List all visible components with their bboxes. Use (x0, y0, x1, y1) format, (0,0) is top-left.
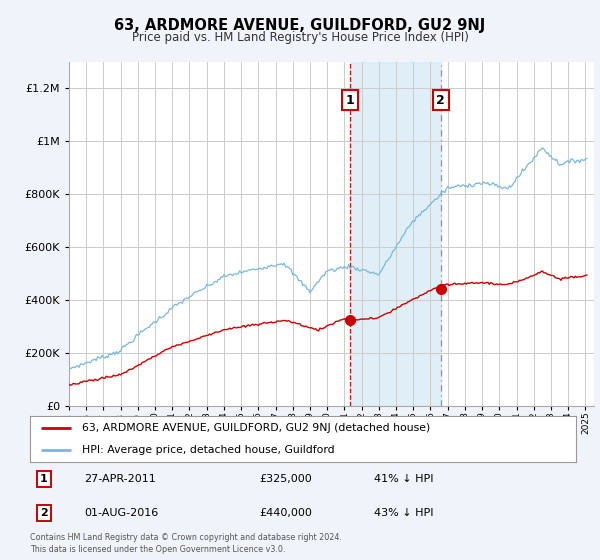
Text: 43% ↓ HPI: 43% ↓ HPI (374, 508, 433, 518)
Text: HPI: Average price, detached house, Guildford: HPI: Average price, detached house, Guil… (82, 445, 334, 455)
Text: 1: 1 (40, 474, 47, 484)
Bar (350, 62, 441, 406)
Text: 41% ↓ HPI: 41% ↓ HPI (374, 474, 433, 484)
Text: 63, ARDMORE AVENUE, GUILDFORD, GU2 9NJ (detached house): 63, ARDMORE AVENUE, GUILDFORD, GU2 9NJ (… (82, 423, 430, 433)
Text: 27-APR-2011: 27-APR-2011 (85, 474, 157, 484)
Text: Contains HM Land Registry data © Crown copyright and database right 2024.
This d: Contains HM Land Registry data © Crown c… (30, 533, 342, 554)
Text: Price paid vs. HM Land Registry's House Price Index (HPI): Price paid vs. HM Land Registry's House … (131, 31, 469, 44)
Text: 2: 2 (436, 94, 445, 106)
Text: 63, ARDMORE AVENUE, GUILDFORD, GU2 9NJ: 63, ARDMORE AVENUE, GUILDFORD, GU2 9NJ (115, 18, 485, 33)
Text: £440,000: £440,000 (259, 508, 312, 518)
Text: 1: 1 (346, 94, 354, 106)
Text: £325,000: £325,000 (259, 474, 312, 484)
Text: 2: 2 (40, 508, 47, 518)
Text: 01-AUG-2016: 01-AUG-2016 (85, 508, 159, 518)
